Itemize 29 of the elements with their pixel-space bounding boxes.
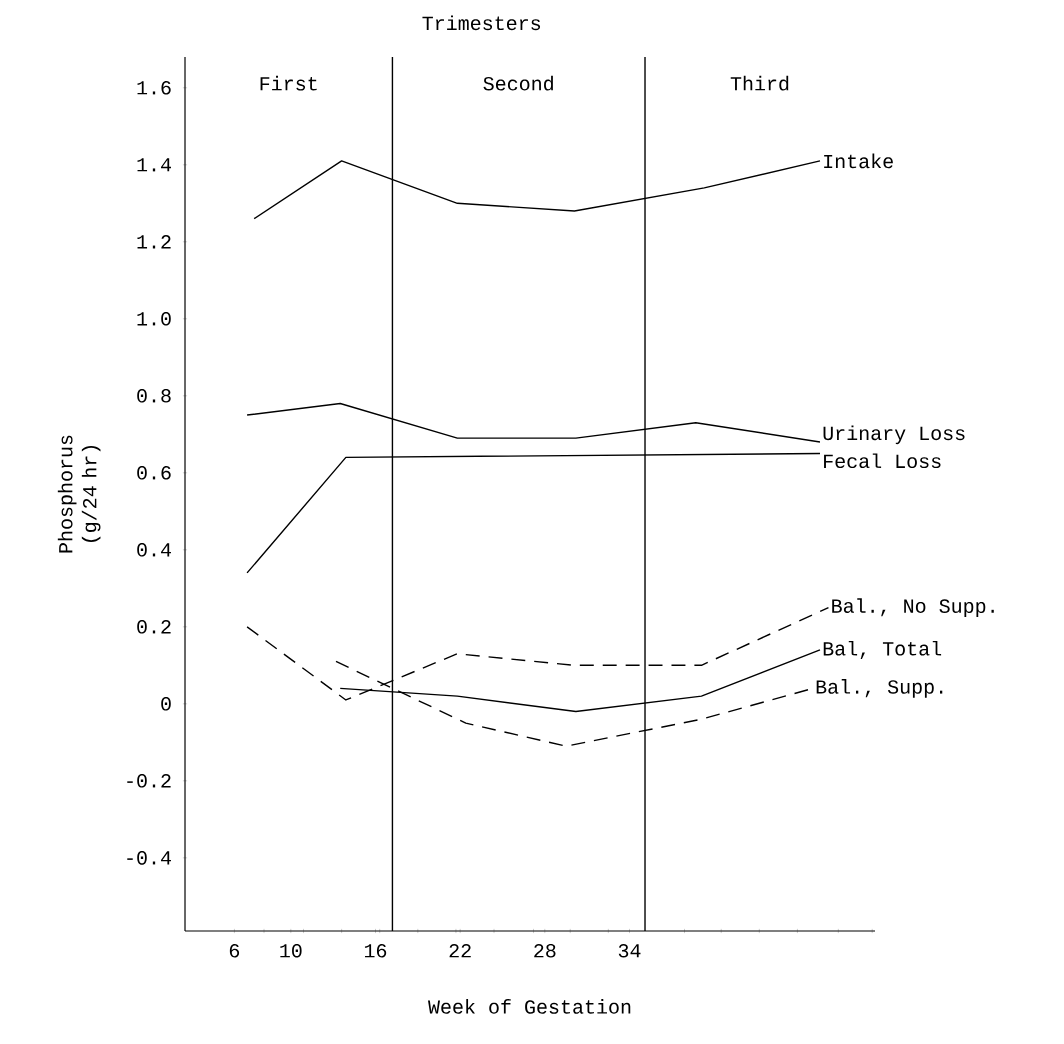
- chart-title: Trimesters: [422, 15, 541, 31]
- y-axis-title: Phosphorus (g/24 hr): [57, 435, 101, 553]
- series-label: Intake: [824, 153, 893, 169]
- y-tick-label: 0.2: [137, 620, 171, 634]
- x-tick-label: 10: [280, 943, 302, 958]
- x-axis-title: Week of Gestation: [427, 999, 631, 1014]
- series-label: Bal., Supp.: [816, 679, 943, 698]
- annotation: First: [260, 75, 317, 91]
- x-tick-label: 22: [449, 943, 471, 958]
- y-tick-label: 0: [161, 697, 171, 711]
- x-tick-label: 6: [229, 943, 240, 958]
- y-tick-label: 1.2: [137, 235, 171, 249]
- y-tick-label: -0.2: [127, 774, 171, 788]
- annotation: Third: [730, 75, 789, 91]
- y-tick-label: 0.8: [137, 389, 171, 403]
- x-tick-label: 28: [534, 943, 556, 958]
- series-label: Bal., No Supp.: [832, 598, 994, 617]
- y-tick-label: 0.6: [137, 466, 171, 480]
- y-tick-label: 1.0: [137, 312, 171, 326]
- x-tick-label: 34: [618, 943, 641, 958]
- x-tick-label: 16: [364, 943, 387, 958]
- y-tick-label: 1.4: [137, 158, 171, 172]
- series-label: Bal, Total: [823, 640, 942, 659]
- y-tick-label: 0.4: [137, 543, 171, 557]
- series-label: Fecal Loss: [824, 453, 941, 469]
- annotation: Second: [483, 75, 553, 91]
- y-tick-label: -0.4: [127, 851, 171, 865]
- series-label: Urinary Loss: [823, 425, 965, 445]
- y-tick-label: 1.6: [137, 81, 171, 95]
